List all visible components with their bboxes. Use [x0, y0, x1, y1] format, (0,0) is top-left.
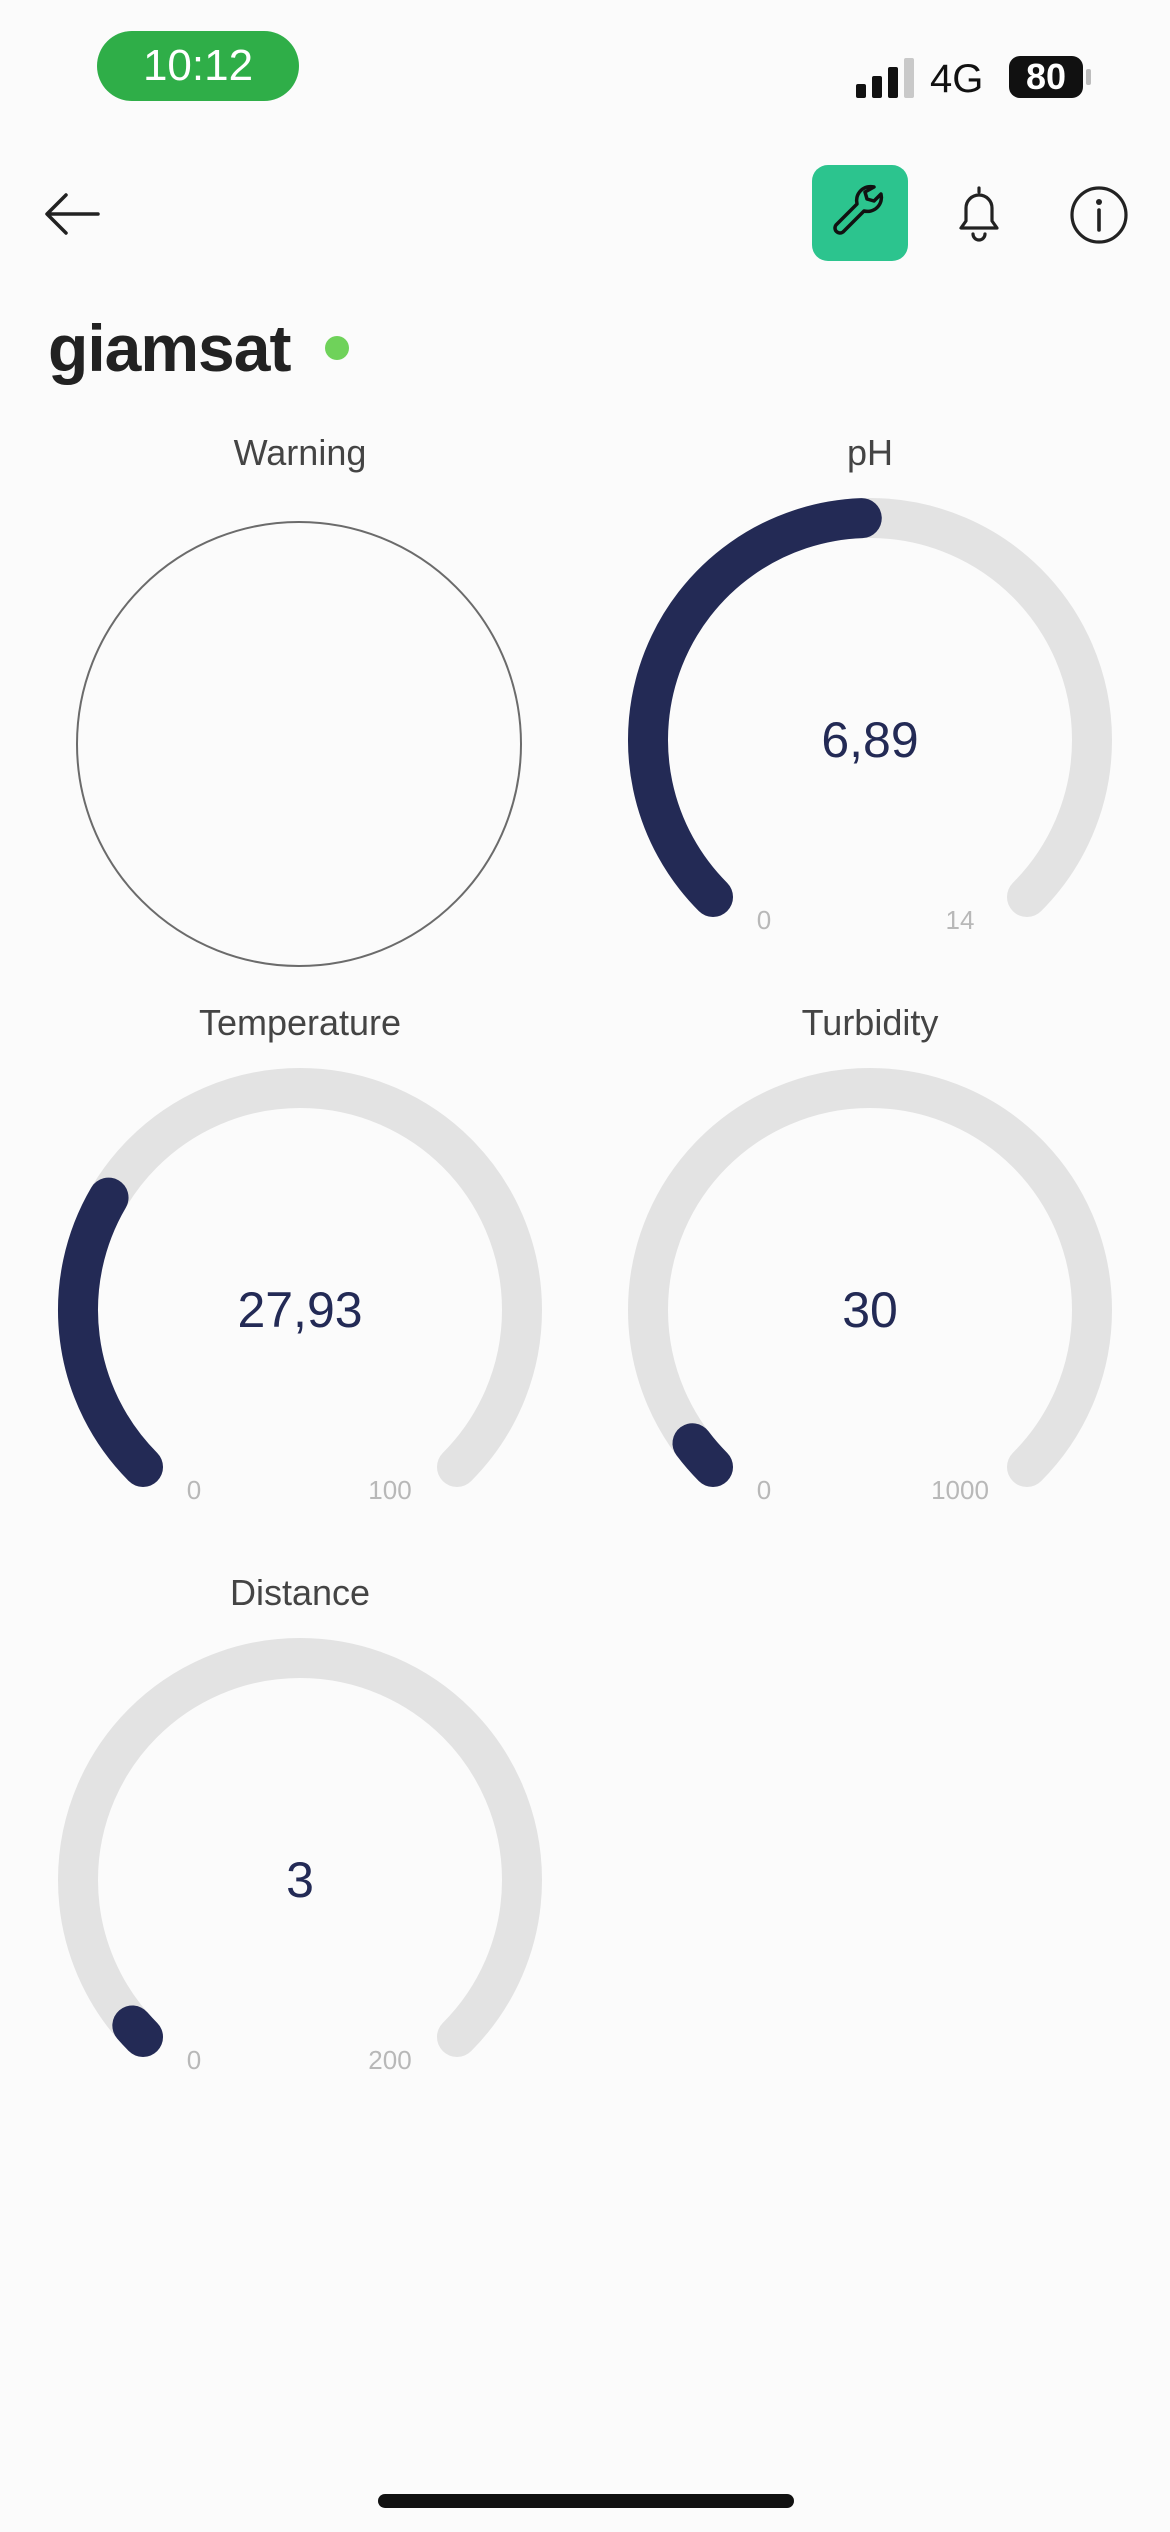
turbidity-gauge-label: Turbidity [801, 1002, 939, 1043]
ph-gauge[interactable] [608, 478, 1132, 1002]
temperature-gauge-value: 27,93 [237, 1282, 363, 1338]
turbidity-gauge[interactable] [608, 1048, 1132, 1572]
turbidity-gauge-value: 30 [842, 1282, 898, 1338]
warning-indicator[interactable] [76, 521, 522, 967]
distance-gauge[interactable] [38, 1618, 562, 2142]
ph-gauge-fill [628, 498, 882, 917]
warning-label: Warning [233, 432, 367, 473]
distance-gauge-value: 3 [286, 1852, 314, 1908]
network-type: 4G [930, 57, 984, 101]
ph-gauge-max: 14 [945, 905, 975, 935]
signal-icon [856, 58, 914, 98]
distance-gauge-track [58, 1638, 542, 2057]
distance-gauge-fill [112, 2005, 164, 2057]
info-icon [1070, 186, 1128, 244]
bell-icon [959, 186, 999, 242]
notifications-button[interactable] [946, 180, 1012, 246]
online-status-dot [325, 336, 349, 360]
turbidity-gauge-min: 0 [756, 1475, 772, 1505]
ph-gauge-label: pH [846, 432, 894, 473]
status-time: 10:12 [97, 31, 299, 101]
battery-indicator: 80 [1008, 54, 1092, 100]
turbidity-gauge-track [628, 1068, 1112, 1487]
arrow-left-icon [45, 193, 100, 235]
distance-gauge-label: Distance [229, 1572, 371, 1613]
wrench-icon [833, 184, 884, 235]
temperature-gauge-max: 100 [368, 1475, 412, 1505]
back-button[interactable] [40, 182, 104, 246]
distance-gauge-max: 200 [368, 2045, 412, 2075]
turbidity-gauge-fill [672, 1423, 734, 1487]
battery-icon [1009, 56, 1091, 98]
temperature-gauge-min: 0 [186, 1475, 202, 1505]
settings-button[interactable] [812, 165, 908, 261]
battery-level: 80 [1025, 56, 1067, 97]
info-button[interactable] [1068, 184, 1130, 246]
temperature-gauge-label: Temperature [198, 1002, 402, 1043]
ph-gauge-min: 0 [756, 905, 772, 935]
turbidity-gauge-max: 1000 [931, 1475, 989, 1505]
ph-gauge-value: 6,89 [821, 712, 919, 768]
device-title: giamsat [48, 311, 291, 385]
home-indicator[interactable] [378, 2494, 794, 2508]
temperature-gauge-fill [58, 1177, 164, 1487]
distance-gauge-min: 0 [186, 2045, 202, 2075]
temperature-gauge[interactable] [38, 1048, 562, 1572]
